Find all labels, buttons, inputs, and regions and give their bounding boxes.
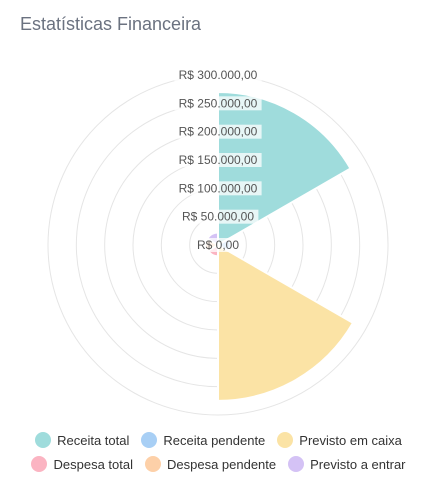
tick-label: R$ 200.000,00 [179,125,258,139]
tick-label: R$ 50.000,00 [182,210,254,224]
legend-row: Despesa total Despesa pendente Previsto a … [0,452,437,476]
tick-label-backdrop [174,181,262,196]
legend-label: Receita pendente [163,432,266,448]
legend-label: Despesa pendente [166,456,277,472]
legend-swatch [35,432,52,448]
tick-label: R$ 100.000,00 [179,181,258,195]
legend-swatch [141,432,158,448]
legend-row: Receita total Receita pendente Previsto em… [0,428,437,452]
legend-item[interactable]: Despesa total [31,456,133,472]
legend-swatch [31,456,48,472]
tick-label-backdrop [174,124,262,139]
legend-item[interactable]: Previsto a entrar [288,456,406,472]
tick-label: R$ 300.000,00 [179,68,258,82]
legend: Receita total Receita pendente Previsto em… [0,428,437,476]
tick-label: R$ 150.000,00 [179,153,258,167]
radial-tick-labels: R$ 0,00 R$ 50.000,00 R$ 100.000,00 R$ 150.0… [174,68,262,252]
legend-item[interactable]: Receita total [35,432,129,448]
legend-item[interactable]: Receita pendente [141,432,265,448]
legend-label: Receita total [57,432,130,448]
legend-swatch [277,432,294,448]
legend-item[interactable]: Previsto em caixa [277,432,402,448]
tick-label-backdrop [174,68,262,82]
legend-label: Previsto em caixa [299,432,402,448]
legend-swatch [144,456,161,472]
legend-label: Previsto a entrar [310,456,406,472]
tick-label-backdrop [174,153,262,167]
legend-item[interactable]: Despesa pendente [144,456,277,472]
tick-label-backdrop [174,96,262,111]
legend-swatch [288,456,305,472]
page-title: Estatísticas Financeira [20,14,202,34]
polar-area-chart: R$ 0,00 R$ 50.000,00 R$ 100.000,00 R$ 150.0… [47,68,389,416]
tick-label-backdrop [177,209,259,224]
tick-label: R$ 0,00 [197,238,239,252]
legend-label: Despesa total [53,456,133,472]
tick-label-backdrop [193,238,243,252]
slice-previsto-em-caixa[interactable] [217,243,355,402]
tick-label: R$ 250.000,00 [179,96,258,110]
